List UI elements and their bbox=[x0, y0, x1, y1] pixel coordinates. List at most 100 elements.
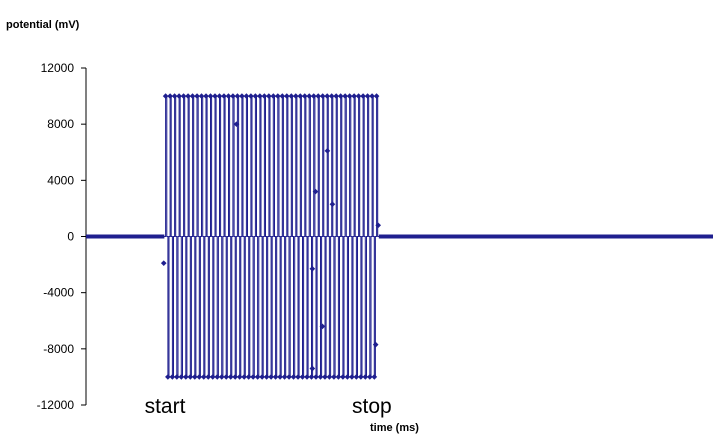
data-point bbox=[212, 93, 218, 99]
data-point bbox=[358, 374, 364, 380]
data-point bbox=[340, 374, 346, 380]
data-point bbox=[259, 374, 265, 380]
data-point bbox=[331, 374, 337, 380]
data-point bbox=[234, 93, 241, 99]
data-point bbox=[324, 93, 331, 99]
data-point bbox=[191, 374, 198, 380]
data-point bbox=[270, 93, 277, 99]
y-tick-label: 12000 bbox=[41, 61, 75, 75]
data-point bbox=[165, 374, 171, 380]
y-axis-title: potential (mV) bbox=[6, 19, 80, 31]
data-point bbox=[288, 93, 295, 99]
y-tick-label: 4000 bbox=[47, 173, 74, 187]
data-point bbox=[248, 93, 254, 99]
data-point bbox=[371, 374, 378, 380]
data-point bbox=[319, 93, 326, 99]
data-point bbox=[283, 93, 290, 99]
annotations: start stop bbox=[145, 395, 392, 418]
data-point bbox=[194, 93, 200, 99]
y-axis: 12000 8000 4000 0 -4000 -8000 -12000 bbox=[37, 61, 87, 412]
y-tick-label: 0 bbox=[67, 230, 74, 244]
data-point bbox=[367, 374, 373, 380]
data-point bbox=[326, 374, 333, 380]
data-point bbox=[312, 188, 319, 195]
data-point bbox=[167, 93, 173, 99]
data-point bbox=[241, 374, 247, 380]
data-point bbox=[239, 93, 245, 99]
data-point bbox=[185, 93, 191, 99]
data-point bbox=[233, 121, 240, 127]
data-point bbox=[266, 93, 272, 99]
data-point bbox=[297, 93, 304, 99]
data-point bbox=[346, 93, 353, 99]
data-point bbox=[223, 374, 230, 380]
data-point bbox=[317, 374, 324, 380]
data-point bbox=[286, 374, 292, 380]
data-point bbox=[243, 93, 250, 99]
data-point bbox=[187, 374, 194, 380]
y-tick-label: -4000 bbox=[43, 286, 74, 300]
data-point bbox=[295, 374, 301, 380]
data-point bbox=[169, 374, 176, 380]
data-point bbox=[364, 93, 371, 99]
data-point bbox=[342, 93, 348, 99]
data-point bbox=[189, 93, 196, 99]
data-point bbox=[373, 93, 380, 99]
data-point bbox=[275, 93, 281, 99]
data-point bbox=[268, 374, 274, 380]
data-point bbox=[304, 374, 310, 380]
data-point bbox=[281, 374, 288, 380]
data-point bbox=[254, 374, 261, 380]
data-point bbox=[257, 93, 263, 99]
data-point bbox=[301, 93, 308, 99]
data-point bbox=[207, 93, 214, 99]
data-point bbox=[292, 93, 299, 99]
data-point bbox=[360, 93, 366, 99]
y-tick-label: -12000 bbox=[37, 398, 75, 412]
data-point bbox=[263, 374, 270, 380]
data-point bbox=[236, 374, 243, 380]
data-point bbox=[178, 374, 185, 380]
data-point bbox=[182, 374, 189, 380]
data-point bbox=[333, 93, 340, 99]
data-point bbox=[162, 93, 169, 99]
data-point bbox=[335, 374, 342, 380]
data-point bbox=[351, 93, 357, 99]
data-markers bbox=[160, 93, 382, 380]
data-point bbox=[309, 265, 316, 272]
data-point bbox=[250, 374, 256, 380]
data-point bbox=[344, 374, 351, 380]
data-point bbox=[279, 93, 286, 99]
data-point bbox=[232, 374, 239, 380]
data-point bbox=[196, 374, 203, 380]
data-point bbox=[174, 374, 180, 380]
data-point bbox=[329, 201, 336, 208]
data-point bbox=[180, 93, 187, 99]
data-point bbox=[221, 93, 227, 99]
data-point bbox=[176, 93, 182, 99]
data-point bbox=[214, 374, 221, 380]
data-point bbox=[299, 374, 306, 380]
data-point bbox=[310, 93, 317, 99]
data-point bbox=[277, 374, 283, 380]
data-point bbox=[160, 260, 167, 267]
data-point bbox=[324, 148, 331, 154]
data-point bbox=[309, 365, 316, 372]
data-point bbox=[245, 374, 252, 380]
data-point bbox=[209, 374, 216, 380]
data-point bbox=[355, 93, 362, 99]
x-axis-title: time (ms) bbox=[370, 422, 419, 434]
annotation-start: start bbox=[145, 395, 186, 418]
data-point bbox=[203, 93, 209, 99]
data-point bbox=[375, 222, 382, 229]
data-point bbox=[362, 374, 369, 380]
data-point bbox=[319, 323, 326, 330]
data-point bbox=[216, 93, 223, 99]
data-point bbox=[306, 93, 313, 99]
data-point bbox=[218, 374, 225, 380]
data-point bbox=[205, 374, 212, 380]
data-point bbox=[227, 374, 234, 380]
data-point bbox=[200, 374, 207, 380]
data-point bbox=[337, 93, 344, 99]
